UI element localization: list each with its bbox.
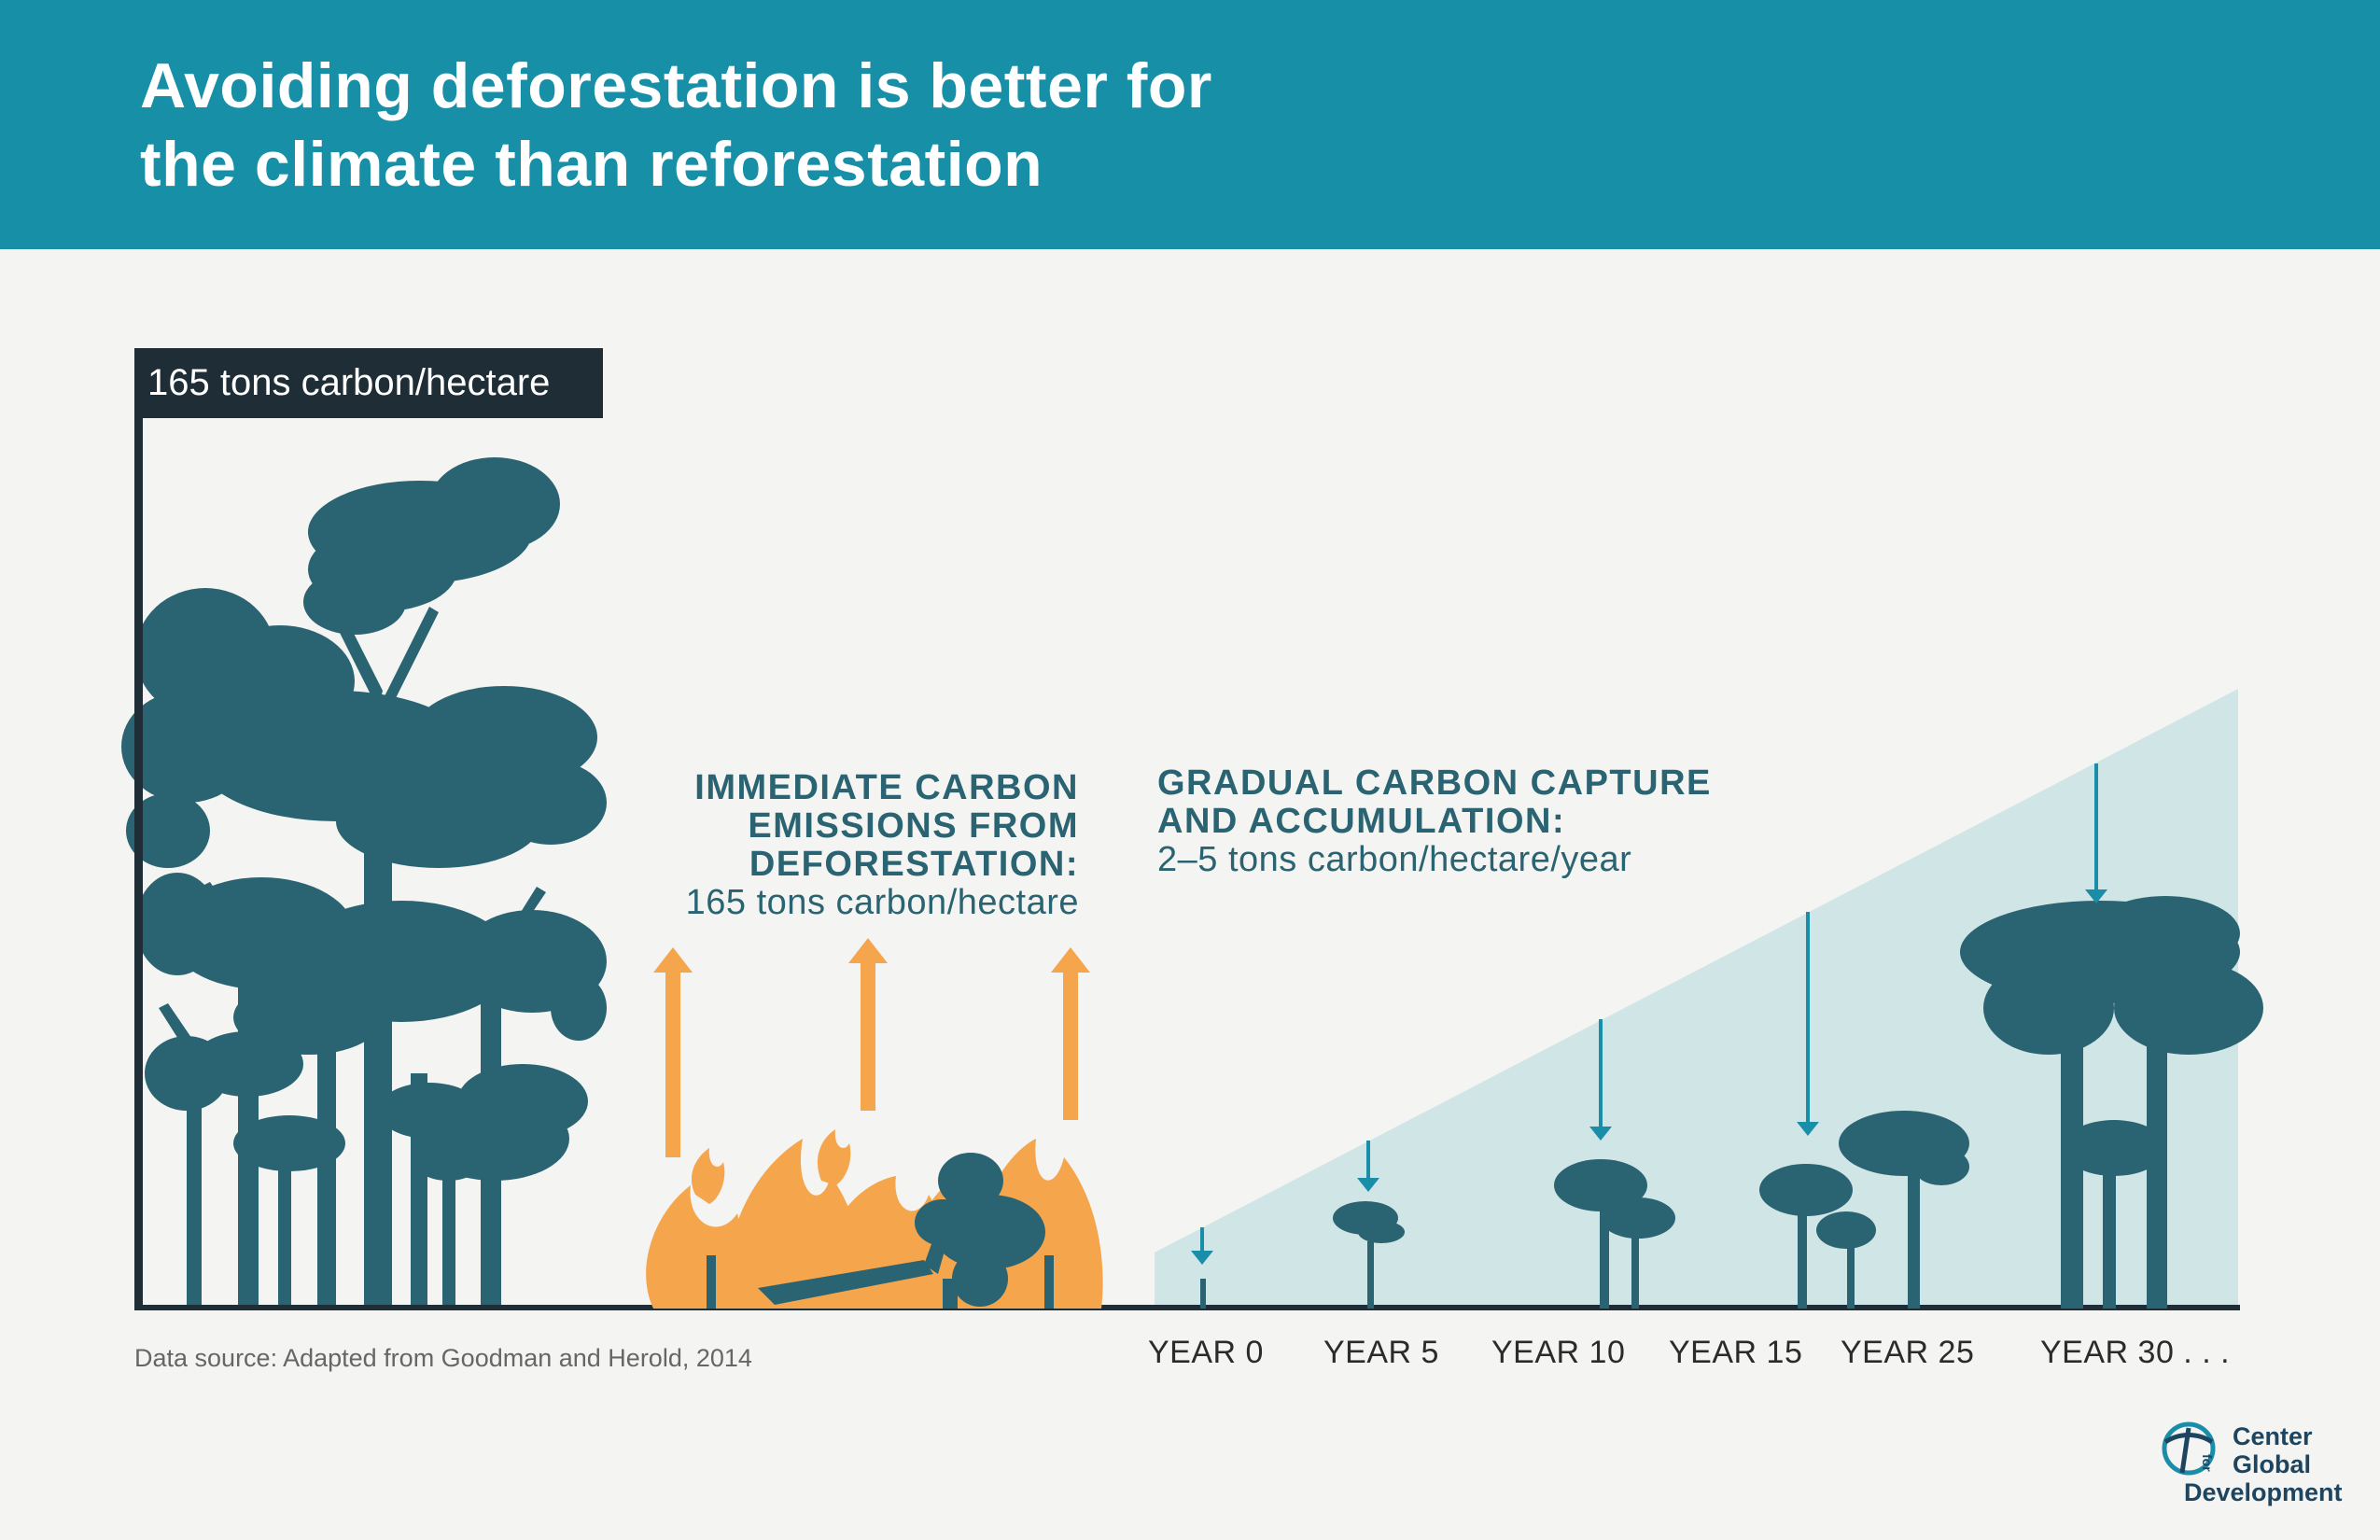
logo-line-3: Development bbox=[2184, 1478, 2343, 1506]
year-label-15: YEAR 15 bbox=[1669, 1335, 1803, 1370]
logo-for: for bbox=[2200, 1454, 2215, 1472]
header-banner: Avoiding deforestation is better for the… bbox=[0, 0, 2380, 249]
emissions-note-value: 165 tons carbon/hectare bbox=[685, 883, 1079, 922]
emissions-note-line-3: DEFORESTATION: bbox=[749, 845, 1079, 884]
emissions-note-line-1: IMMEDIATE CARBON bbox=[694, 768, 1079, 807]
fallen-tree-icon bbox=[707, 1153, 1054, 1309]
emissions-note: IMMEDIATE CARBON EMISSIONS FROM DEFOREST… bbox=[560, 769, 1079, 922]
capture-note: GRADUAL CARBON CAPTURE AND ACCUMULATION:… bbox=[1157, 764, 1811, 879]
year-label-30: YEAR 30 . . . bbox=[2040, 1335, 2231, 1370]
y-axis bbox=[134, 418, 143, 1310]
page-title: Avoiding deforestation is better for the… bbox=[140, 47, 1212, 203]
title-line-1: Avoiding deforestation is better for bbox=[140, 50, 1212, 121]
title-line-2: the climate than reforestation bbox=[140, 129, 1043, 200]
year-label-25: YEAR 25 bbox=[1841, 1335, 1975, 1370]
sapling-icon bbox=[1200, 896, 2263, 1309]
capture-note-line-2: AND ACCUMULATION: bbox=[1157, 802, 1566, 841]
cgd-logo: Center Global Development bbox=[2184, 1422, 2343, 1506]
data-source: Data source: Adapted from Goodman and He… bbox=[134, 1344, 752, 1372]
x-axis bbox=[134, 1305, 2240, 1310]
year-label-10: YEAR 10 bbox=[1491, 1335, 1626, 1370]
year-label-5: YEAR 5 bbox=[1323, 1335, 1439, 1370]
capture-note-line-1: GRADUAL CARBON CAPTURE bbox=[1157, 763, 1712, 803]
scale-label: 165 tons carbon/hectare bbox=[134, 348, 603, 418]
cgd-globe-icon bbox=[2162, 1421, 2216, 1476]
capture-arrows bbox=[1191, 763, 2107, 1265]
logo-line-1: Center bbox=[2233, 1422, 2313, 1450]
emissions-note-line-2: EMISSIONS FROM bbox=[748, 806, 1079, 846]
capture-note-value: 2–5 tons carbon/hectare/year bbox=[1157, 840, 1632, 879]
year-label-0: YEAR 0 bbox=[1148, 1335, 1264, 1370]
carbon-accumulation-area bbox=[1155, 689, 2238, 1309]
logo-line-2: Global bbox=[2233, 1450, 2312, 1478]
forest-icon bbox=[121, 457, 607, 1309]
